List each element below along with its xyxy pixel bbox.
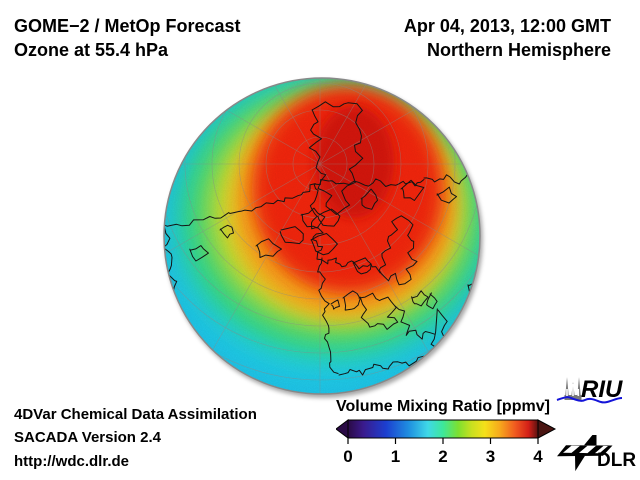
svg-text:1: 1 xyxy=(391,447,400,466)
svg-text:0: 0 xyxy=(343,447,352,466)
svg-text:2: 2 xyxy=(438,447,447,466)
svg-text:DLR: DLR xyxy=(597,450,636,471)
svg-text:3: 3 xyxy=(486,447,495,466)
svg-text:4: 4 xyxy=(533,447,543,466)
